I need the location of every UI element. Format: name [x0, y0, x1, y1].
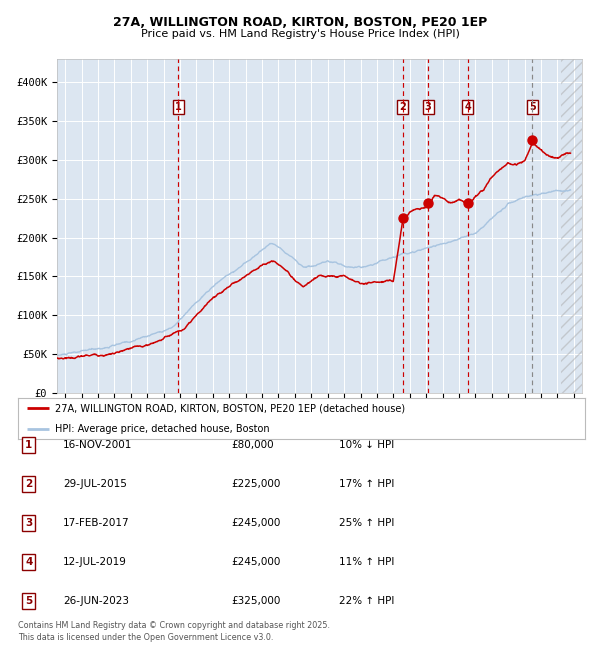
Text: 4: 4 — [464, 102, 471, 112]
Text: 27A, WILLINGTON ROAD, KIRTON, BOSTON, PE20 1EP: 27A, WILLINGTON ROAD, KIRTON, BOSTON, PE… — [113, 16, 487, 29]
Text: 3: 3 — [425, 102, 431, 112]
Bar — [562, 58, 582, 393]
Text: 5: 5 — [25, 596, 32, 606]
Text: 17% ↑ HPI: 17% ↑ HPI — [339, 479, 394, 489]
Text: Contains HM Land Registry data © Crown copyright and database right 2025.: Contains HM Land Registry data © Crown c… — [18, 621, 330, 630]
Text: 4: 4 — [25, 557, 32, 567]
Text: 22% ↑ HPI: 22% ↑ HPI — [339, 596, 394, 606]
Text: 25% ↑ HPI: 25% ↑ HPI — [339, 518, 394, 528]
Text: 10% ↓ HPI: 10% ↓ HPI — [339, 440, 394, 450]
Text: Price paid vs. HM Land Registry's House Price Index (HPI): Price paid vs. HM Land Registry's House … — [140, 29, 460, 39]
Text: 17-FEB-2017: 17-FEB-2017 — [63, 518, 130, 528]
Text: 29-JUL-2015: 29-JUL-2015 — [63, 479, 127, 489]
Text: HPI: Average price, detached house, Boston: HPI: Average price, detached house, Bost… — [55, 424, 269, 434]
Text: 26-JUN-2023: 26-JUN-2023 — [63, 596, 129, 606]
Text: 16-NOV-2001: 16-NOV-2001 — [63, 440, 133, 450]
Text: 2: 2 — [400, 102, 406, 112]
Text: 1: 1 — [25, 440, 32, 450]
Text: £245,000: £245,000 — [231, 557, 280, 567]
Text: 27A, WILLINGTON ROAD, KIRTON, BOSTON, PE20 1EP (detached house): 27A, WILLINGTON ROAD, KIRTON, BOSTON, PE… — [55, 403, 405, 413]
Text: 5: 5 — [529, 102, 536, 112]
Text: £225,000: £225,000 — [231, 479, 280, 489]
Text: £80,000: £80,000 — [231, 440, 274, 450]
Text: 1: 1 — [175, 102, 181, 112]
Text: This data is licensed under the Open Government Licence v3.0.: This data is licensed under the Open Gov… — [18, 632, 274, 642]
Text: 3: 3 — [25, 518, 32, 528]
Text: 2: 2 — [25, 479, 32, 489]
Text: 11% ↑ HPI: 11% ↑ HPI — [339, 557, 394, 567]
Text: 12-JUL-2019: 12-JUL-2019 — [63, 557, 127, 567]
Text: £325,000: £325,000 — [231, 596, 280, 606]
Text: £245,000: £245,000 — [231, 518, 280, 528]
Bar — [562, 58, 582, 393]
